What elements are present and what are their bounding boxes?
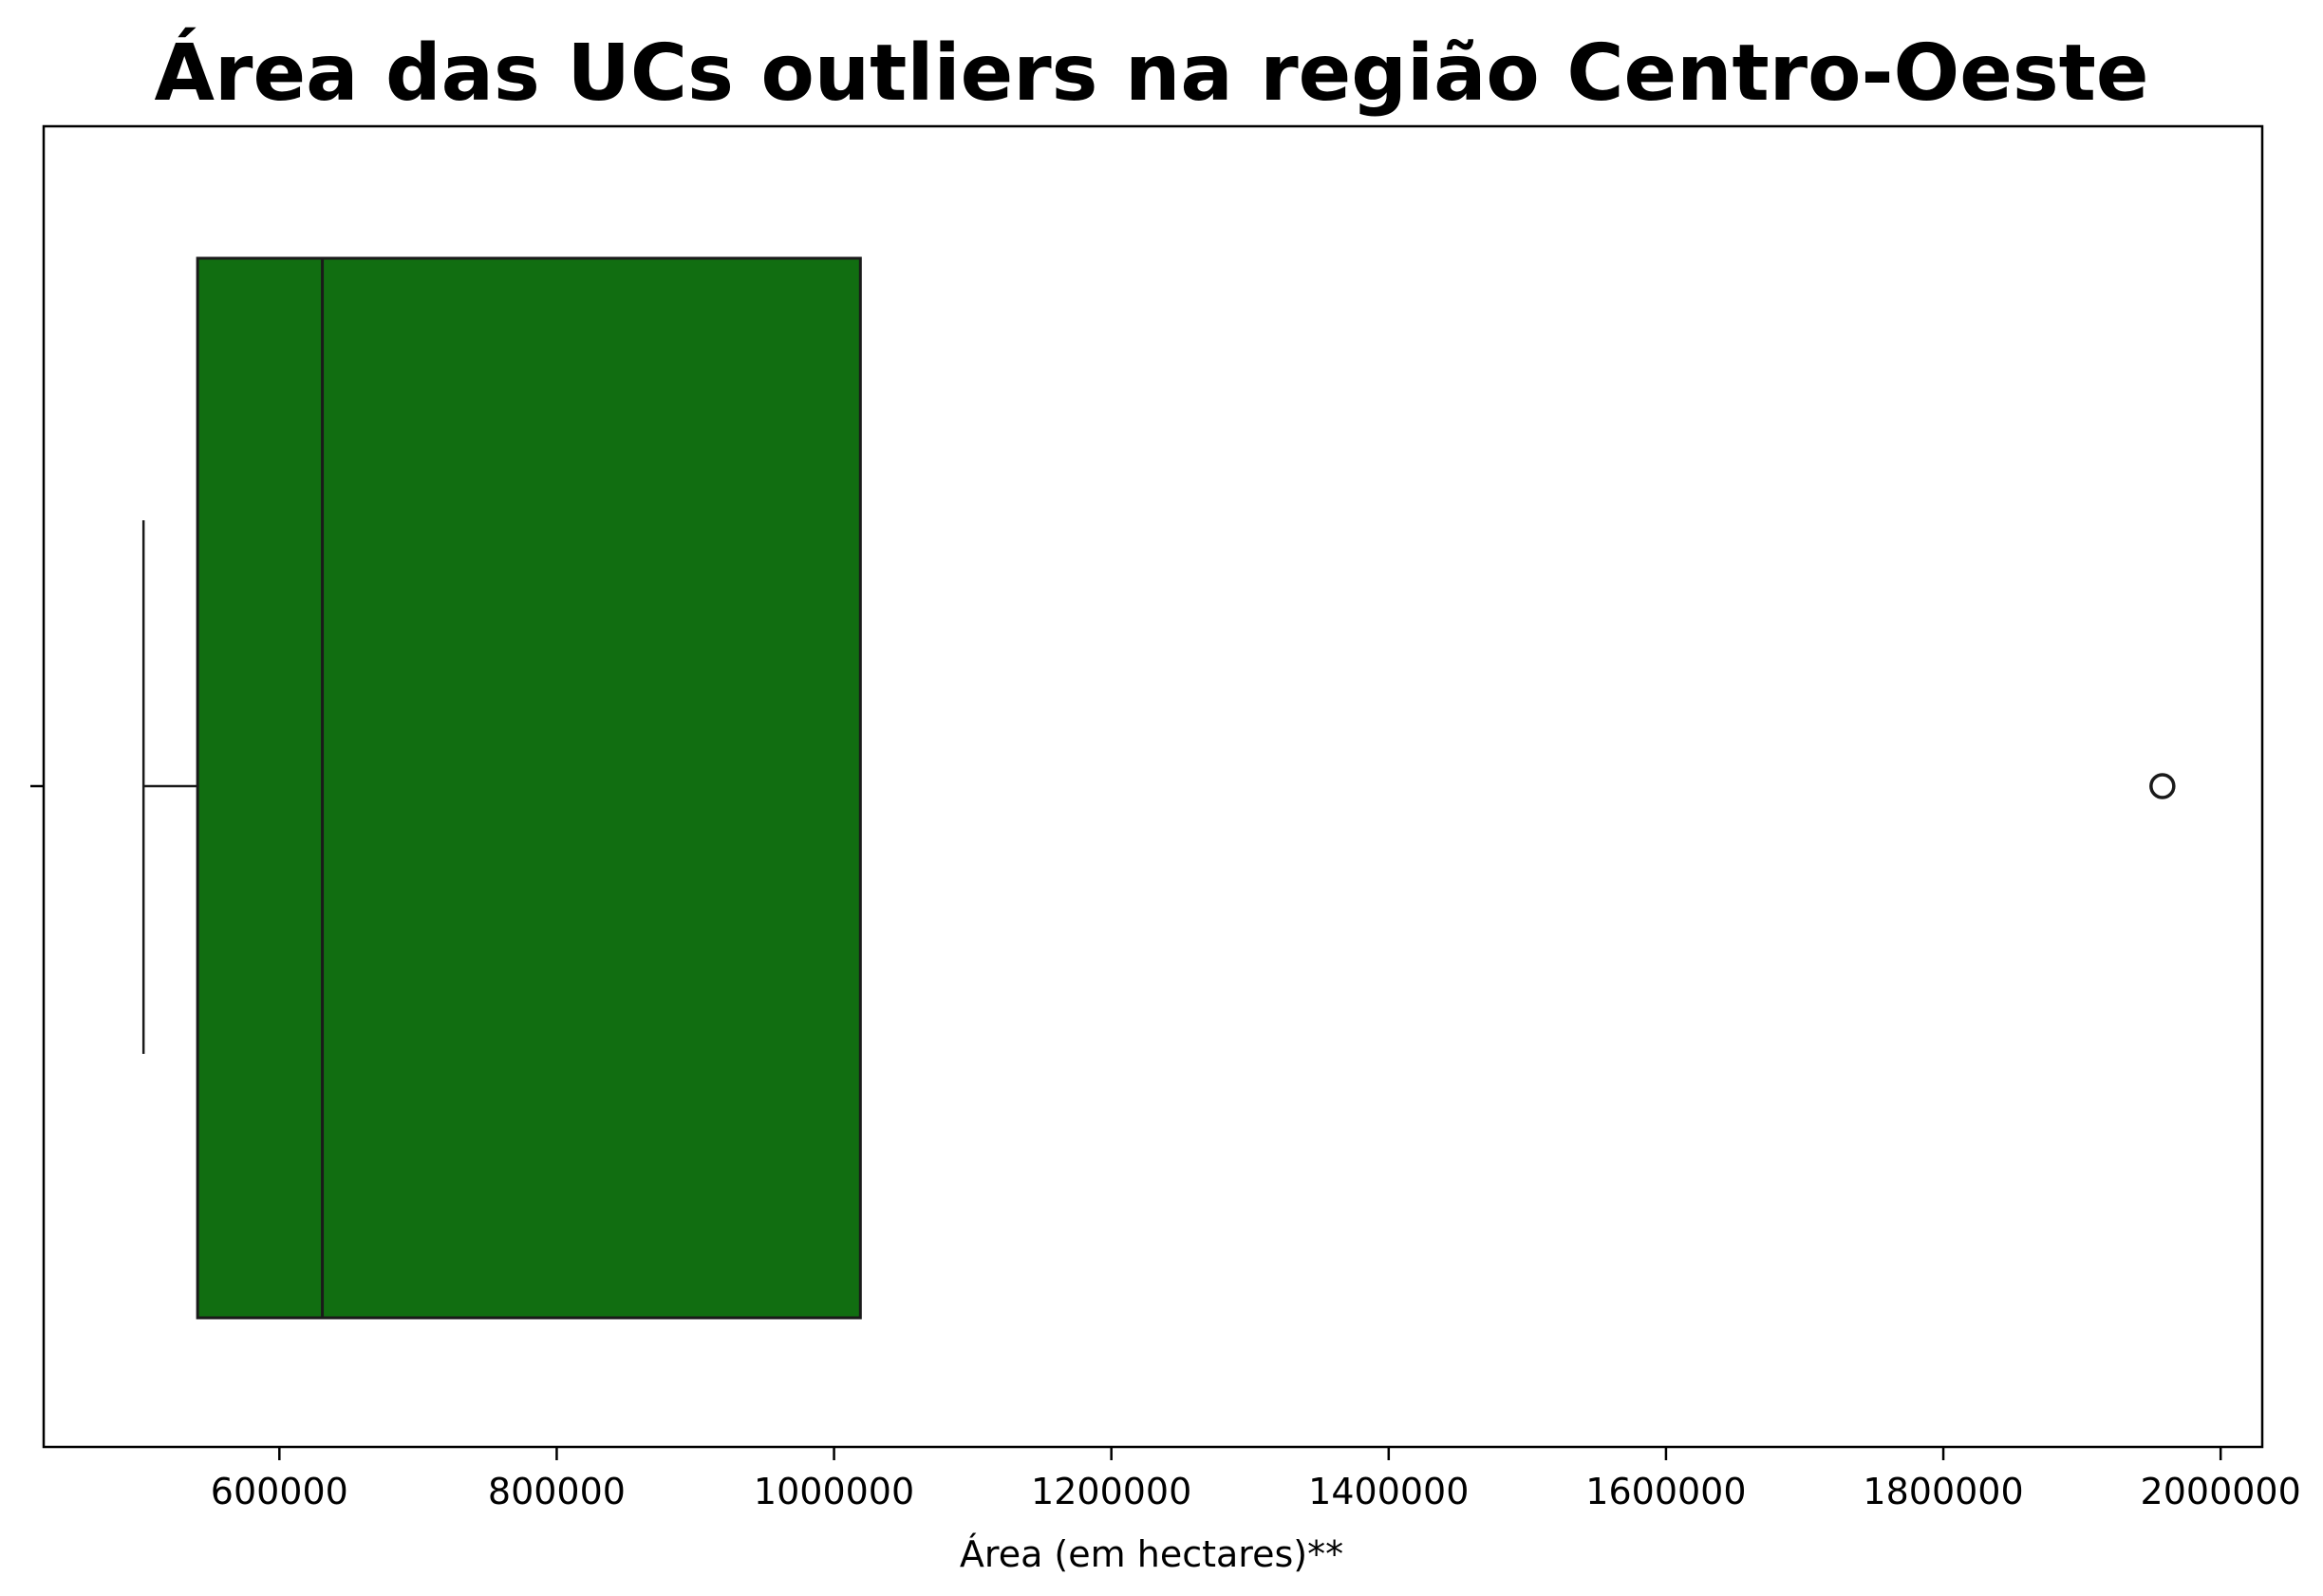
boxplot-group [141, 256, 2176, 1320]
outlier-point [2149, 773, 2176, 799]
x-axis-ticks: 600000 800000 1000000 1200000 1400000 1600000… [211, 1447, 2301, 1512]
x-tick-label: 800000 [488, 1471, 626, 1512]
x-tick-label: 2000000 [2141, 1471, 2301, 1512]
x-axis-label: Área (em hectares)** [960, 1533, 1343, 1575]
x-tick-label: 600000 [211, 1471, 348, 1512]
x-tick-label: 1800000 [1863, 1471, 2023, 1512]
iqr-box [196, 256, 862, 1320]
x-tick-label: 1600000 [1585, 1471, 1746, 1512]
x-tick-label: 1000000 [754, 1471, 914, 1512]
x-tick-label: 1400000 [1308, 1471, 1469, 1512]
chart-title: Área das UCs outliers na região Centro-O… [155, 27, 2149, 119]
x-tick-label: 1200000 [1031, 1471, 1191, 1512]
